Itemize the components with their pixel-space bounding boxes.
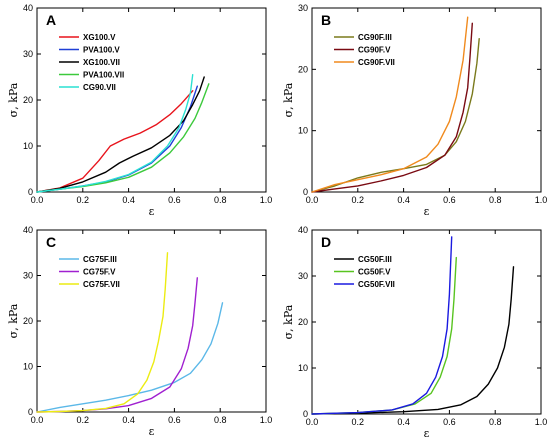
- legend-label: PVA100.VII: [83, 71, 124, 80]
- y-tick-label: 10: [298, 126, 308, 136]
- panel-d: 0.0 0.2 0.4 0.6 0.8 1.0 0 10 20 30 40 ε σ, kPa D CG50F…: [282, 225, 547, 439]
- panel-letter: B: [321, 12, 331, 28]
- x-tick-label: 0.8: [214, 195, 227, 205]
- x-tick-label: 0.4: [397, 417, 410, 427]
- y-tick-label: 30: [23, 49, 33, 59]
- series-line-cg75f-vii: [36, 252, 169, 413]
- y-tick-label: 40: [298, 225, 308, 235]
- series-line-cg50f-vii: [311, 236, 453, 415]
- plot-frame: [36, 7, 267, 193]
- legend-label: CG50F.III: [358, 255, 392, 264]
- y-tick-label: 0: [28, 187, 33, 197]
- x-tick-label: 0.8: [214, 415, 227, 425]
- x-tick-label: 0.0: [31, 415, 44, 425]
- y-tick-label: 30: [298, 271, 308, 281]
- y-tick-label: 10: [298, 363, 308, 373]
- series-line-xg100-v: [36, 90, 194, 193]
- series-line-xg100-vii: [36, 76, 205, 193]
- panel-letter: C: [46, 234, 56, 250]
- x-tick-label: 0.6: [443, 417, 456, 427]
- x-tick-label: 0.2: [77, 415, 90, 425]
- x-tick-label: 0.8: [489, 195, 502, 205]
- y-tick-label: 20: [23, 316, 33, 326]
- series-line-cg75f-iii: [36, 302, 224, 413]
- series-line-cg90-vii: [36, 74, 194, 193]
- x-axis-title: ε: [149, 205, 155, 218]
- y-axis-title: σ, kPa: [7, 303, 20, 338]
- x-tick-label: 1.0: [260, 195, 273, 205]
- series-line-cg50f-iii: [311, 266, 515, 415]
- plot-frame: [311, 229, 542, 415]
- legend-label: XG100.V: [83, 33, 116, 42]
- y-tick-label: 0: [303, 409, 308, 419]
- panel-letter: D: [321, 234, 331, 250]
- y-tick-label: 0: [303, 187, 308, 197]
- y-tick-label: 40: [23, 225, 33, 235]
- y-tick-label: 10: [23, 362, 33, 372]
- legend-label: CG75F.V: [83, 268, 116, 277]
- x-tick-label: 0.6: [443, 195, 456, 205]
- plot-frame: [311, 7, 542, 193]
- x-tick-label: 1.0: [535, 417, 548, 427]
- x-axis-title: ε: [424, 205, 430, 218]
- x-tick-label: 0.0: [306, 195, 319, 205]
- x-tick-label: 0.2: [77, 195, 90, 205]
- legend-label: CG90F.VII: [358, 58, 395, 67]
- x-axis-title: ε: [149, 425, 155, 438]
- y-axis-title: σ, kPa: [282, 304, 295, 339]
- series-line-cg90f-iii: [311, 38, 480, 193]
- plot-frame: [36, 229, 267, 413]
- y-axis-title: σ, kPa: [282, 82, 295, 117]
- x-tick-label: 1.0: [260, 415, 273, 425]
- y-tick-label: 0: [28, 407, 33, 417]
- legend-label: CG75F.III: [83, 255, 117, 264]
- y-tick-label: 40: [23, 3, 33, 13]
- legend-label: CG75F.VII: [83, 280, 120, 289]
- series-line-cg75f-v: [36, 277, 198, 413]
- x-tick-label: 0.6: [168, 195, 181, 205]
- legend-label: CG50F.V: [358, 268, 391, 277]
- x-tick-label: 0.4: [122, 415, 135, 425]
- legend-label: CG50F.VII: [358, 280, 395, 289]
- panel-c: 0.0 0.2 0.4 0.6 0.8 1.0 0 10 20 30 40 ε σ, kPa C CG75F…: [7, 225, 272, 438]
- legend-label: CG90F.III: [358, 33, 392, 42]
- legend-label: CG90.VII: [83, 83, 116, 92]
- x-tick-label: 1.0: [535, 195, 548, 205]
- x-tick-label: 0.2: [352, 195, 365, 205]
- panel-b: 0.0 0.2 0.4 0.6 0.8 1.0 0 10 20 30 ε σ, kPa B CG90F.I…: [282, 3, 547, 218]
- x-tick-label: 0.4: [397, 195, 410, 205]
- panel-letter: A: [46, 12, 56, 28]
- x-tick-label: 0.4: [122, 195, 135, 205]
- x-tick-label: 0.8: [489, 417, 502, 427]
- y-tick-label: 30: [23, 271, 33, 281]
- legend-label: PVA100.V: [83, 46, 120, 55]
- series-line-cg90f-vii: [311, 16, 469, 193]
- x-tick-label: 0.6: [168, 415, 181, 425]
- series-line-cg90f-v: [311, 22, 473, 193]
- y-tick-label: 30: [298, 3, 308, 13]
- x-tick-label: 0.0: [306, 417, 319, 427]
- y-tick-label: 20: [23, 95, 33, 105]
- legend-label: XG100.VII: [83, 58, 120, 67]
- y-tick-label: 20: [298, 64, 308, 74]
- x-tick-label: 0.2: [352, 417, 365, 427]
- x-tick-label: 0.0: [31, 195, 44, 205]
- panel-a: 0.0 0.2 0.4 0.6 0.8 1.0 0 10 20 30 40 ε σ, kPa A XG100…: [7, 3, 272, 218]
- y-tick-label: 10: [23, 141, 33, 151]
- legend-label: CG90F.V: [358, 46, 391, 55]
- x-axis-title: ε: [424, 427, 430, 439]
- y-tick-label: 20: [298, 317, 308, 327]
- y-axis-title: σ, kPa: [7, 82, 20, 117]
- series-line-pva100-v: [36, 85, 198, 193]
